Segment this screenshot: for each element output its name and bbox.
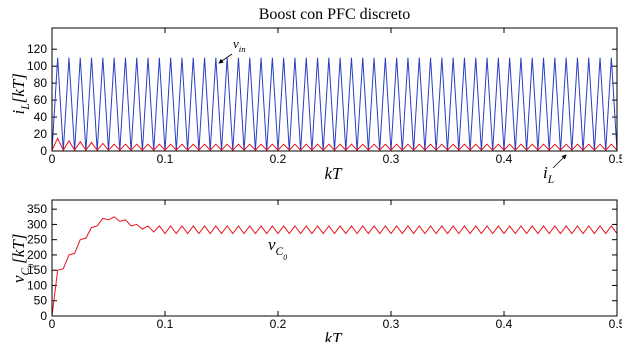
x-axis-label: kT — [325, 329, 344, 342]
axes-box — [51, 199, 618, 317]
y-tick-label: 20 — [34, 127, 48, 141]
plot-area — [52, 28, 617, 151]
x-tick-label: 0.3 — [383, 317, 400, 331]
x-tick-label: 0 — [49, 152, 56, 166]
y-axis-label-part: C — [19, 267, 32, 275]
x-tick-label: 0.1 — [157, 317, 174, 331]
chart-title: Boost con PFC discreto — [259, 6, 411, 23]
annotation: vC0 — [268, 235, 287, 262]
annotation-arrow — [218, 53, 233, 64]
annotation: vin — [233, 36, 246, 54]
y-axis-label: iL[kT] — [9, 73, 32, 114]
y-axis-label-part: v — [9, 275, 28, 283]
y-axis-label-part: L — [19, 103, 32, 110]
annotation-arrow — [552, 154, 567, 169]
series-line — [51, 137, 618, 152]
y-tick-label: 120 — [27, 42, 47, 56]
x-tick-label: 0.1 — [157, 152, 174, 166]
y-axis-label-part: i — [9, 110, 28, 115]
x-tick-label: 0.3 — [383, 152, 400, 166]
annotation-part: v — [233, 36, 239, 51]
y-tick-label: 100 — [27, 278, 47, 292]
y-axis-label-part: [kT] — [9, 73, 28, 103]
y-tick-label: 0 — [40, 309, 47, 323]
x-tick-label: 0.4 — [496, 152, 513, 166]
y-tick-label: 50 — [34, 294, 48, 308]
y-tick-label: 80 — [34, 76, 48, 90]
y-axis-label-part: 0 — [27, 264, 36, 268]
x-tick-label: 0.2 — [270, 317, 287, 331]
x-axis-label-part: kT — [325, 329, 344, 342]
y-tick-label: 350 — [27, 202, 47, 216]
x-tick-label: 0.4 — [496, 317, 513, 331]
x-tick-label: 0 — [49, 317, 56, 331]
plot-area — [52, 200, 617, 316]
annotation-part: C — [276, 245, 284, 258]
x-tick-label: 0.2 — [270, 152, 287, 166]
x-axis-label-part: kT — [325, 164, 344, 183]
y-tick-label: 100 — [27, 59, 47, 73]
y-tick-label: 250 — [27, 233, 47, 247]
annotation-part: L — [547, 173, 554, 186]
y-tick-label: 200 — [27, 248, 47, 262]
annotation-part: 0 — [283, 253, 287, 262]
y-tick-label: 40 — [34, 110, 48, 124]
annotation-part: i — [543, 163, 548, 182]
annotation-part: v — [268, 235, 276, 254]
y-tick-label: 0 — [40, 144, 47, 158]
y-tick-label: 300 — [27, 217, 47, 231]
annotation-part: in — [239, 44, 246, 54]
annotation: iL — [543, 163, 554, 186]
x-tick-label: 0.5 — [609, 152, 622, 166]
series-line — [51, 216, 618, 317]
y-tick-label: 60 — [34, 93, 48, 107]
axes-box — [51, 27, 618, 152]
x-tick-label: 0.5 — [609, 317, 622, 331]
x-axis-label: kT — [325, 164, 344, 183]
y-tick-label: 150 — [27, 263, 47, 277]
y-axis-label: vC0[kT] — [9, 234, 36, 283]
y-axis-label-part: [kT] — [9, 234, 28, 264]
